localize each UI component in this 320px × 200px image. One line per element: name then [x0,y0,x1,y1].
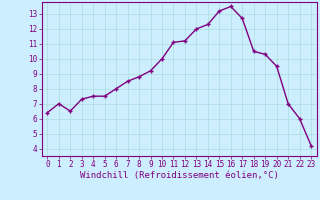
X-axis label: Windchill (Refroidissement éolien,°C): Windchill (Refroidissement éolien,°C) [80,171,279,180]
